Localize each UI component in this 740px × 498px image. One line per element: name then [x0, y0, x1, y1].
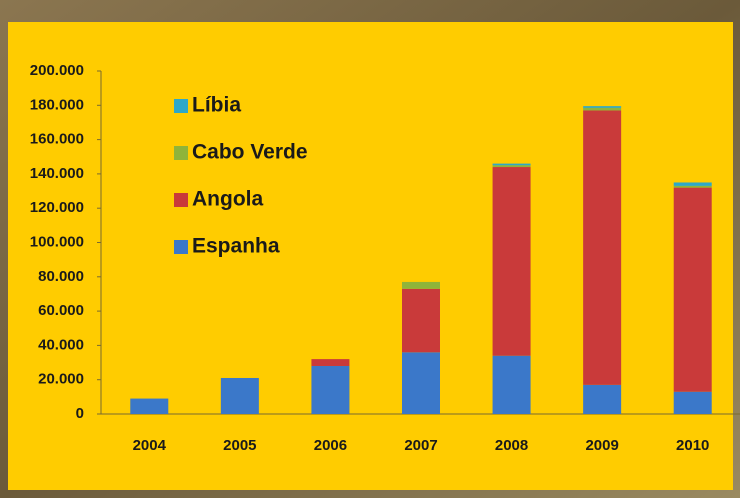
- y-tick-label: 100.000: [30, 233, 84, 250]
- x-tick-label: 2008: [495, 437, 528, 454]
- y-tick-label: 120.000: [30, 199, 84, 216]
- bar-segment: [583, 108, 621, 111]
- bar-segment: [674, 188, 712, 392]
- bar-segment: [493, 167, 531, 356]
- bar-segment: [583, 110, 621, 384]
- y-tick-label: 200.000: [30, 62, 84, 79]
- bar-segment: [493, 164, 531, 166]
- legend-label: Líbia: [192, 94, 241, 117]
- x-tick-label: 2009: [585, 437, 618, 454]
- legend-label: Espanha: [192, 235, 280, 258]
- bar-segment: [402, 289, 440, 352]
- y-tick-label: 160.000: [30, 131, 84, 148]
- x-tick-label: 2010: [676, 437, 709, 454]
- x-tick-label: 2007: [404, 437, 437, 454]
- chart-panel: [8, 22, 733, 490]
- y-tick-label: 80.000: [38, 268, 84, 285]
- legend-swatch: [174, 240, 188, 254]
- y-tick-label: 180.000: [30, 96, 84, 113]
- bar-segment: [402, 282, 440, 289]
- legend-swatch: [174, 99, 188, 113]
- bar-segment: [583, 385, 621, 414]
- y-tick-label: 60.000: [38, 302, 84, 319]
- y-tick-label: 140.000: [30, 165, 84, 182]
- legend-label: Cabo Verde: [192, 141, 308, 164]
- page: {"chart_data": {"type": "stacked-bar", "…: [0, 0, 740, 498]
- chart: 0 20.000 40.000 60.000 80.000 100.000 120.000 1…: [0, 0, 740, 498]
- bar-segment: [674, 186, 712, 188]
- legend-swatch: [174, 193, 188, 207]
- legend-swatch: [174, 146, 188, 160]
- y-tick-label: 0: [76, 405, 84, 422]
- bar-segment: [130, 399, 168, 414]
- bar-segment: [221, 378, 259, 414]
- x-tick-label: 2006: [314, 437, 347, 454]
- bar-segment: [402, 352, 440, 414]
- y-tick-label: 40.000: [38, 336, 84, 353]
- x-tick-label: 2005: [223, 437, 256, 454]
- bar-segment: [311, 366, 349, 414]
- bar-segment: [674, 392, 712, 414]
- bar-segment: [583, 106, 621, 108]
- bar-segment: [674, 182, 712, 185]
- bar-segment: [493, 356, 531, 414]
- bar-segment: [311, 359, 349, 366]
- legend-label: Angola: [192, 188, 263, 211]
- x-tick-label: 2004: [133, 437, 167, 454]
- y-tick-label: 20.000: [38, 371, 84, 388]
- bar-segment: [493, 165, 531, 167]
